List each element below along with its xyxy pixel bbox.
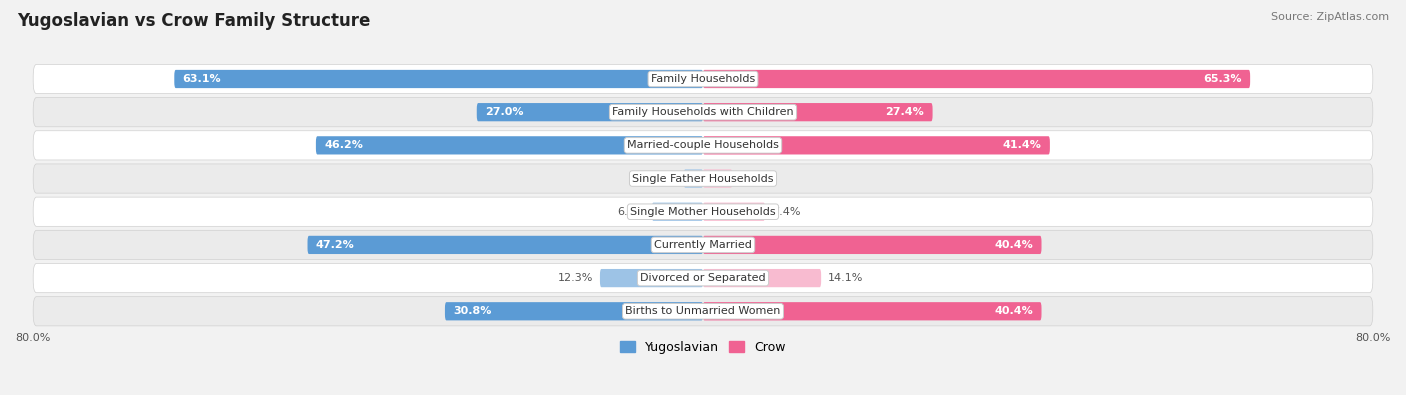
Text: 30.8%: 30.8%: [453, 306, 492, 316]
FancyBboxPatch shape: [703, 103, 932, 121]
Text: 2.3%: 2.3%: [648, 173, 678, 184]
Text: 40.4%: 40.4%: [994, 240, 1033, 250]
FancyBboxPatch shape: [34, 230, 1372, 260]
FancyBboxPatch shape: [34, 164, 1372, 193]
FancyBboxPatch shape: [600, 269, 703, 287]
FancyBboxPatch shape: [34, 98, 1372, 127]
Text: 14.1%: 14.1%: [828, 273, 863, 283]
FancyBboxPatch shape: [316, 136, 703, 154]
Text: Married-couple Households: Married-couple Households: [627, 140, 779, 150]
Text: Births to Unmarried Women: Births to Unmarried Women: [626, 306, 780, 316]
Text: Family Households: Family Households: [651, 74, 755, 84]
Text: Source: ZipAtlas.com: Source: ZipAtlas.com: [1271, 12, 1389, 22]
Text: Divorced or Separated: Divorced or Separated: [640, 273, 766, 283]
Legend: Yugoslavian, Crow: Yugoslavian, Crow: [616, 336, 790, 359]
FancyBboxPatch shape: [174, 70, 703, 88]
Text: 63.1%: 63.1%: [183, 74, 221, 84]
FancyBboxPatch shape: [34, 197, 1372, 226]
Text: 27.4%: 27.4%: [886, 107, 924, 117]
Text: Family Households with Children: Family Households with Children: [612, 107, 794, 117]
Text: 47.2%: 47.2%: [316, 240, 354, 250]
Text: 6.1%: 6.1%: [617, 207, 645, 217]
Text: 12.3%: 12.3%: [558, 273, 593, 283]
Text: 40.4%: 40.4%: [994, 306, 1033, 316]
FancyBboxPatch shape: [683, 169, 703, 188]
Text: 46.2%: 46.2%: [325, 140, 363, 150]
FancyBboxPatch shape: [703, 236, 1042, 254]
Text: Currently Married: Currently Married: [654, 240, 752, 250]
FancyBboxPatch shape: [703, 269, 821, 287]
Text: Single Father Households: Single Father Households: [633, 173, 773, 184]
Text: Single Mother Households: Single Mother Households: [630, 207, 776, 217]
FancyBboxPatch shape: [703, 169, 733, 188]
FancyBboxPatch shape: [703, 302, 1042, 320]
FancyBboxPatch shape: [703, 203, 765, 221]
FancyBboxPatch shape: [477, 103, 703, 121]
FancyBboxPatch shape: [34, 297, 1372, 326]
FancyBboxPatch shape: [34, 64, 1372, 94]
FancyBboxPatch shape: [703, 136, 1050, 154]
Text: 65.3%: 65.3%: [1204, 74, 1241, 84]
FancyBboxPatch shape: [308, 236, 703, 254]
FancyBboxPatch shape: [444, 302, 703, 320]
Text: 41.4%: 41.4%: [1002, 140, 1042, 150]
Text: Yugoslavian vs Crow Family Structure: Yugoslavian vs Crow Family Structure: [17, 12, 370, 30]
Text: 3.5%: 3.5%: [740, 173, 768, 184]
FancyBboxPatch shape: [34, 131, 1372, 160]
Text: 27.0%: 27.0%: [485, 107, 523, 117]
Text: 7.4%: 7.4%: [772, 207, 800, 217]
FancyBboxPatch shape: [652, 203, 703, 221]
FancyBboxPatch shape: [703, 70, 1250, 88]
FancyBboxPatch shape: [34, 263, 1372, 293]
